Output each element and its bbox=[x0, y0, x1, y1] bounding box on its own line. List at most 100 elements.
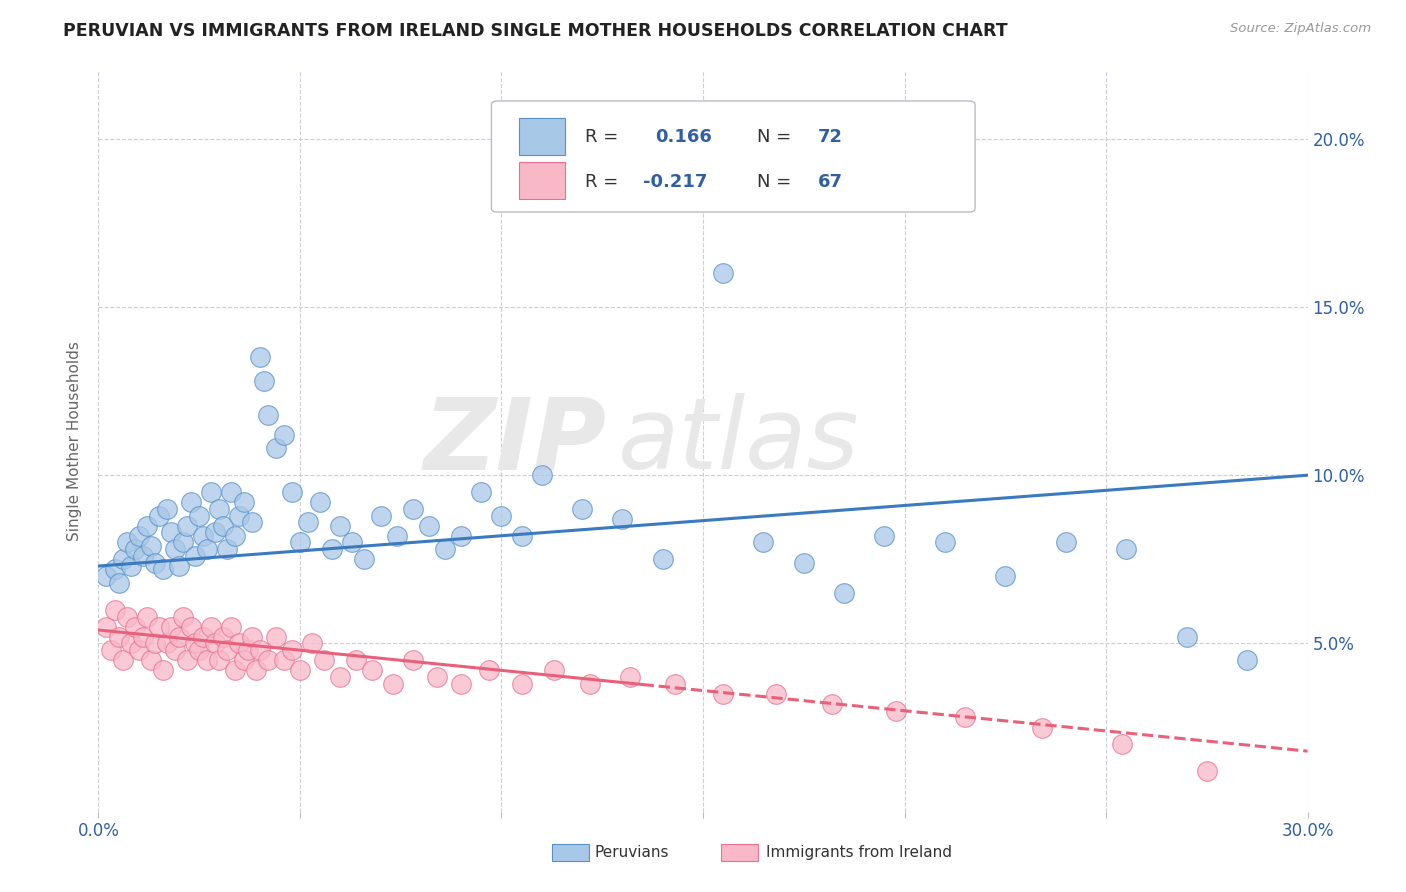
Point bbox=[240, 516, 263, 530]
Point bbox=[115, 609, 138, 624]
Point bbox=[329, 518, 352, 533]
Point bbox=[156, 636, 179, 650]
Point bbox=[264, 630, 287, 644]
Point bbox=[217, 643, 239, 657]
Point bbox=[256, 653, 278, 667]
Point bbox=[128, 529, 150, 543]
Point bbox=[152, 562, 174, 576]
Point bbox=[221, 485, 243, 500]
Point bbox=[321, 542, 343, 557]
Point bbox=[273, 653, 295, 667]
Point bbox=[132, 549, 155, 563]
Point bbox=[342, 535, 364, 549]
Text: R =: R = bbox=[585, 173, 617, 191]
Point bbox=[793, 556, 815, 570]
Point bbox=[228, 636, 250, 650]
Point bbox=[711, 687, 734, 701]
Point bbox=[176, 653, 198, 667]
Point bbox=[1115, 542, 1137, 557]
Point bbox=[711, 266, 734, 280]
Point bbox=[212, 518, 235, 533]
Point bbox=[111, 653, 134, 667]
Text: Immigrants from Ireland: Immigrants from Ireland bbox=[766, 845, 952, 860]
FancyBboxPatch shape bbox=[519, 162, 565, 200]
Point bbox=[167, 559, 190, 574]
Point bbox=[256, 408, 278, 422]
Point bbox=[208, 501, 231, 516]
Point bbox=[249, 643, 271, 657]
Point bbox=[1195, 764, 1218, 779]
Point bbox=[418, 518, 440, 533]
Point bbox=[193, 630, 215, 644]
Point bbox=[124, 542, 146, 557]
Point bbox=[470, 485, 492, 500]
Point bbox=[184, 549, 207, 563]
Point bbox=[128, 643, 150, 657]
FancyBboxPatch shape bbox=[721, 845, 758, 861]
Point bbox=[1031, 721, 1053, 735]
Point bbox=[450, 677, 472, 691]
Point bbox=[245, 664, 267, 678]
Point bbox=[200, 619, 222, 633]
Point bbox=[135, 518, 157, 533]
Point bbox=[143, 556, 166, 570]
Point bbox=[288, 664, 311, 678]
Point bbox=[478, 664, 501, 678]
Point bbox=[619, 670, 641, 684]
Point bbox=[344, 653, 367, 667]
Point bbox=[1175, 630, 1198, 644]
Point bbox=[107, 575, 129, 590]
Point bbox=[132, 630, 155, 644]
Point bbox=[491, 508, 513, 523]
Point bbox=[426, 670, 449, 684]
FancyBboxPatch shape bbox=[551, 845, 589, 861]
Point bbox=[232, 495, 254, 509]
Point bbox=[224, 529, 246, 543]
Text: -0.217: -0.217 bbox=[643, 173, 707, 191]
Point bbox=[148, 619, 170, 633]
Point bbox=[96, 619, 118, 633]
Point bbox=[309, 495, 332, 509]
Text: N =: N = bbox=[758, 128, 792, 146]
Point bbox=[139, 653, 162, 667]
Point bbox=[385, 529, 408, 543]
Text: 0.166: 0.166 bbox=[655, 128, 711, 146]
Point bbox=[167, 630, 190, 644]
FancyBboxPatch shape bbox=[519, 118, 565, 155]
Point bbox=[1054, 535, 1077, 549]
Point bbox=[124, 619, 146, 633]
Point bbox=[96, 569, 118, 583]
Point bbox=[208, 653, 231, 667]
Point bbox=[120, 559, 142, 574]
Text: Peruvians: Peruvians bbox=[595, 845, 669, 860]
Point bbox=[651, 552, 673, 566]
Point bbox=[139, 539, 162, 553]
Point bbox=[612, 512, 634, 526]
Point bbox=[107, 630, 129, 644]
Point bbox=[402, 653, 425, 667]
Point bbox=[188, 508, 211, 523]
Point bbox=[217, 542, 239, 557]
Point bbox=[160, 619, 183, 633]
Y-axis label: Single Mother Households: Single Mother Households bbox=[67, 342, 83, 541]
Point bbox=[240, 630, 263, 644]
Point bbox=[193, 529, 215, 543]
Point bbox=[172, 535, 194, 549]
Text: N =: N = bbox=[758, 173, 792, 191]
Point bbox=[200, 485, 222, 500]
Point bbox=[450, 529, 472, 543]
Point bbox=[120, 636, 142, 650]
FancyBboxPatch shape bbox=[492, 101, 976, 212]
Point bbox=[184, 636, 207, 650]
Point bbox=[224, 664, 246, 678]
Point bbox=[571, 501, 593, 516]
Point bbox=[530, 468, 553, 483]
Text: atlas: atlas bbox=[619, 393, 860, 490]
Point bbox=[288, 535, 311, 549]
Point bbox=[264, 442, 287, 456]
Text: Source: ZipAtlas.com: Source: ZipAtlas.com bbox=[1230, 22, 1371, 36]
Point bbox=[664, 677, 686, 691]
Point bbox=[232, 653, 254, 667]
Point bbox=[160, 525, 183, 540]
Point bbox=[281, 643, 304, 657]
